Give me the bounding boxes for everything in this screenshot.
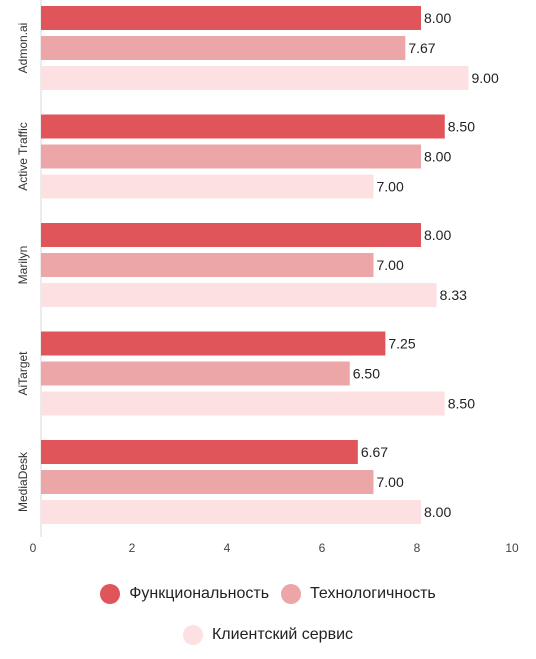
bar[interactable] bbox=[41, 283, 437, 307]
bar-value-label: 7.25 bbox=[388, 336, 415, 352]
bar-value-label: 6.67 bbox=[361, 444, 388, 460]
x-tick-label: 8 bbox=[414, 541, 421, 555]
bar-value-label: 6.50 bbox=[353, 366, 380, 382]
legend-swatch-functionality bbox=[100, 584, 121, 604]
bar-chart: 8.00 7.67 9.00 Admon.ai 8.50 8.00 7.00 Active T… bbox=[16, 0, 519, 555]
category-label: AiTarget bbox=[16, 351, 30, 396]
legend-swatch-technology bbox=[281, 584, 302, 604]
bar[interactable] bbox=[41, 331, 386, 356]
bar[interactable] bbox=[41, 361, 350, 386]
bar-value-label: 7.00 bbox=[377, 257, 404, 273]
bar[interactable] bbox=[41, 6, 421, 30]
bar[interactable] bbox=[41, 391, 445, 416]
bar-value-label: 7.00 bbox=[377, 474, 404, 490]
legend-label-client-service: Клиентский сервис bbox=[211, 626, 354, 643]
x-tick-label: 0 bbox=[30, 541, 37, 555]
legend-label-technology: Технологичность bbox=[310, 585, 436, 602]
bar[interactable] bbox=[41, 174, 374, 199]
legend-swatch-client-service bbox=[182, 625, 203, 645]
bar[interactable] bbox=[41, 253, 374, 277]
bar-value-label: 8.50 bbox=[448, 396, 475, 412]
category-label: Marilyn bbox=[16, 246, 30, 285]
legend-row-2: Клиентский сервис bbox=[0, 625, 536, 645]
bar-value-label: 8.00 bbox=[424, 10, 451, 26]
bar[interactable] bbox=[41, 223, 421, 247]
bar[interactable] bbox=[41, 66, 469, 90]
legend-row-1: Функциональность Технологичность bbox=[0, 584, 536, 604]
x-tick-label: 10 bbox=[505, 541, 519, 555]
bar[interactable] bbox=[41, 500, 421, 524]
legend-label-functionality: Функциональность bbox=[129, 585, 270, 602]
legend-item-functionality[interactable]: Функциональность bbox=[100, 584, 269, 604]
bar-value-label: 7.67 bbox=[408, 40, 435, 56]
bar[interactable] bbox=[41, 36, 406, 60]
x-tick-label: 6 bbox=[319, 541, 326, 555]
legend-item-client-service[interactable]: Клиентский сервис bbox=[182, 625, 354, 645]
bar[interactable] bbox=[41, 114, 445, 139]
bar-value-label: 8.33 bbox=[440, 287, 467, 303]
category-label: Active Traffic bbox=[16, 122, 30, 190]
bar-value-label: 9.00 bbox=[472, 70, 499, 86]
category-label: Admon.ai bbox=[16, 23, 30, 74]
bar[interactable] bbox=[41, 440, 358, 464]
x-tick-label: 2 bbox=[129, 541, 136, 555]
bar-value-label: 8.00 bbox=[424, 504, 451, 520]
bar-value-label: 7.00 bbox=[377, 179, 404, 195]
x-tick-label: 4 bbox=[224, 541, 231, 555]
category-label: MediaDesk bbox=[16, 451, 30, 512]
bar-value-label: 8.50 bbox=[448, 119, 475, 135]
legend-item-technology[interactable]: Технологичность bbox=[281, 584, 436, 604]
bar[interactable] bbox=[41, 144, 421, 169]
bar[interactable] bbox=[41, 470, 374, 494]
bar-value-label: 8.00 bbox=[424, 149, 451, 165]
bar-value-label: 8.00 bbox=[424, 227, 451, 243]
